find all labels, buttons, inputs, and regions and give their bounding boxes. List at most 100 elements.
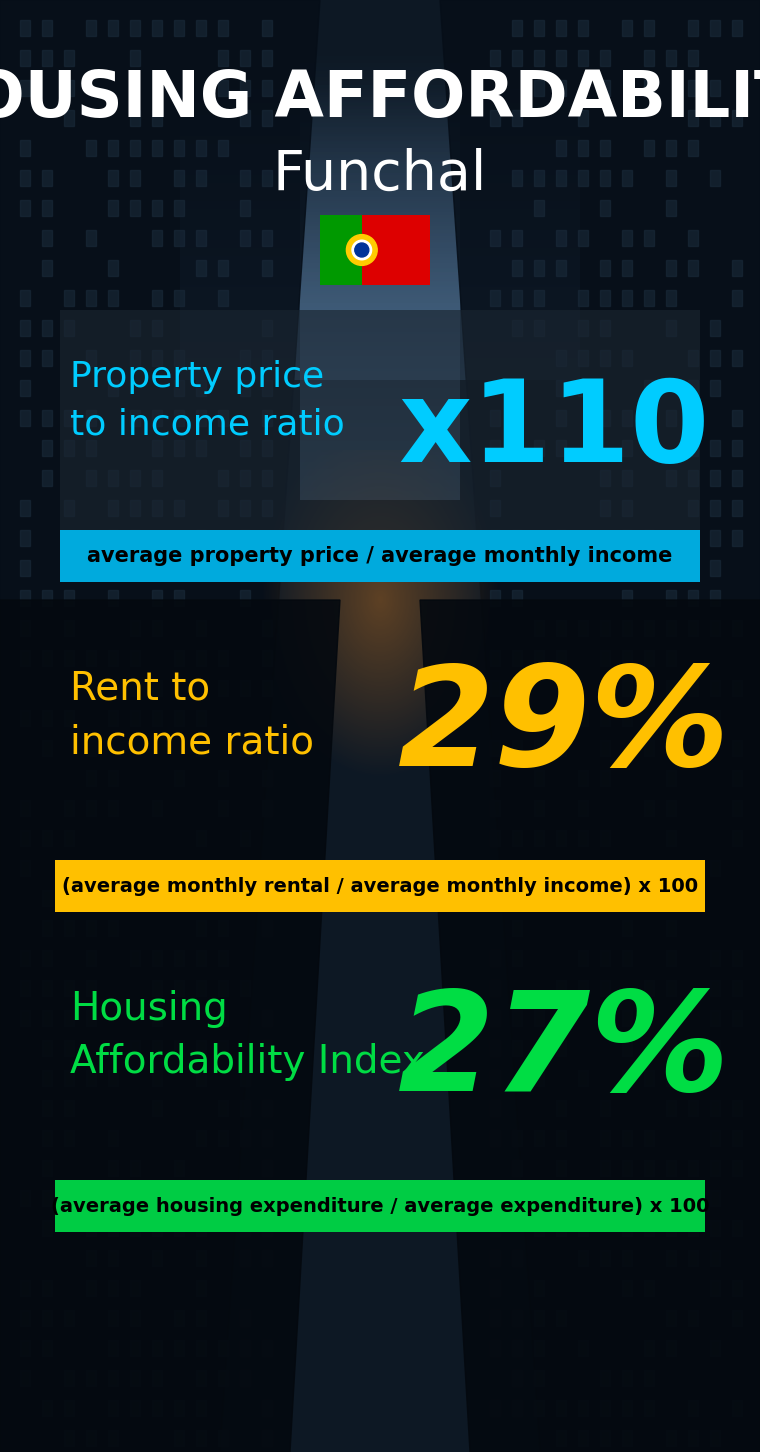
Bar bbox=[108, 620, 118, 636]
Bar bbox=[262, 741, 272, 756]
Bar bbox=[688, 139, 698, 155]
Bar bbox=[240, 49, 250, 65]
Bar bbox=[362, 215, 430, 285]
Bar bbox=[556, 800, 566, 816]
Bar bbox=[732, 590, 742, 605]
Bar bbox=[732, 319, 742, 335]
Bar bbox=[262, 1191, 272, 1207]
Bar bbox=[534, 200, 544, 216]
Bar bbox=[534, 380, 544, 396]
Bar bbox=[556, 260, 566, 276]
Bar bbox=[732, 1371, 742, 1387]
Bar bbox=[732, 110, 742, 126]
Bar bbox=[710, 260, 720, 276]
Bar bbox=[64, 350, 74, 366]
Bar bbox=[130, 440, 140, 456]
Bar bbox=[732, 229, 742, 245]
Bar bbox=[152, 680, 162, 696]
Bar bbox=[644, 1371, 654, 1387]
Bar bbox=[42, 1101, 52, 1117]
Bar bbox=[556, 950, 566, 966]
Bar bbox=[262, 620, 272, 636]
Bar bbox=[666, 20, 676, 36]
Bar bbox=[64, 1160, 74, 1176]
Bar bbox=[130, 1040, 140, 1056]
Bar bbox=[64, 530, 74, 546]
Bar bbox=[130, 319, 140, 335]
Bar bbox=[20, 800, 30, 816]
Bar bbox=[688, 229, 698, 245]
Bar bbox=[688, 950, 698, 966]
Bar bbox=[130, 80, 140, 96]
Bar bbox=[534, 1281, 544, 1297]
Bar bbox=[512, 499, 522, 515]
Text: Property price
to income ratio: Property price to income ratio bbox=[70, 360, 345, 441]
Bar bbox=[556, 139, 566, 155]
Bar bbox=[20, 710, 30, 726]
Bar bbox=[86, 350, 96, 366]
Bar bbox=[490, 1220, 500, 1236]
Bar bbox=[130, 1371, 140, 1387]
Bar bbox=[86, 1040, 96, 1056]
Bar bbox=[666, 499, 676, 515]
Bar bbox=[196, 770, 206, 786]
Bar bbox=[534, 1130, 544, 1146]
Bar bbox=[64, 1281, 74, 1297]
Bar bbox=[490, 350, 500, 366]
Bar bbox=[556, 770, 566, 786]
Bar bbox=[86, 20, 96, 36]
Bar bbox=[534, 1220, 544, 1236]
Bar bbox=[644, 1340, 654, 1356]
Bar bbox=[174, 560, 184, 576]
Bar bbox=[556, 741, 566, 756]
Bar bbox=[666, 831, 676, 847]
Bar bbox=[578, 49, 588, 65]
Bar bbox=[196, 470, 206, 486]
Bar bbox=[644, 980, 654, 996]
Bar bbox=[688, 1371, 698, 1387]
Bar bbox=[688, 170, 698, 186]
Bar bbox=[196, 170, 206, 186]
Bar bbox=[196, 1250, 206, 1266]
Bar bbox=[490, 380, 500, 396]
Bar bbox=[108, 860, 118, 876]
Bar bbox=[600, 380, 610, 396]
Bar bbox=[534, 80, 544, 96]
Bar bbox=[174, 1101, 184, 1117]
Bar bbox=[20, 950, 30, 966]
Text: 27%: 27% bbox=[397, 984, 730, 1119]
Bar bbox=[152, 1130, 162, 1146]
Bar bbox=[86, 470, 96, 486]
Bar bbox=[688, 499, 698, 515]
Bar bbox=[86, 741, 96, 756]
Bar bbox=[218, 831, 228, 847]
Bar bbox=[42, 20, 52, 36]
Bar bbox=[600, 499, 610, 515]
Bar bbox=[108, 409, 118, 425]
Bar bbox=[196, 710, 206, 726]
Bar bbox=[556, 49, 566, 65]
Bar bbox=[152, 1310, 162, 1326]
Bar bbox=[196, 620, 206, 636]
Bar bbox=[240, 1430, 250, 1446]
Bar bbox=[64, 409, 74, 425]
Bar bbox=[42, 530, 52, 546]
Bar bbox=[578, 710, 588, 726]
Bar bbox=[622, 139, 632, 155]
Bar bbox=[666, 1160, 676, 1176]
Bar bbox=[108, 110, 118, 126]
Bar bbox=[710, 440, 720, 456]
Bar bbox=[666, 1040, 676, 1056]
Text: Rent to
income ratio: Rent to income ratio bbox=[70, 669, 314, 761]
Bar bbox=[196, 1070, 206, 1086]
Bar bbox=[64, 80, 74, 96]
Bar bbox=[240, 319, 250, 335]
Bar bbox=[710, 530, 720, 546]
Bar bbox=[174, 80, 184, 96]
Bar bbox=[42, 1371, 52, 1387]
Bar bbox=[262, 409, 272, 425]
Bar bbox=[578, 1430, 588, 1446]
Bar bbox=[512, 1371, 522, 1387]
Bar bbox=[86, 680, 96, 696]
Bar bbox=[490, 1101, 500, 1117]
